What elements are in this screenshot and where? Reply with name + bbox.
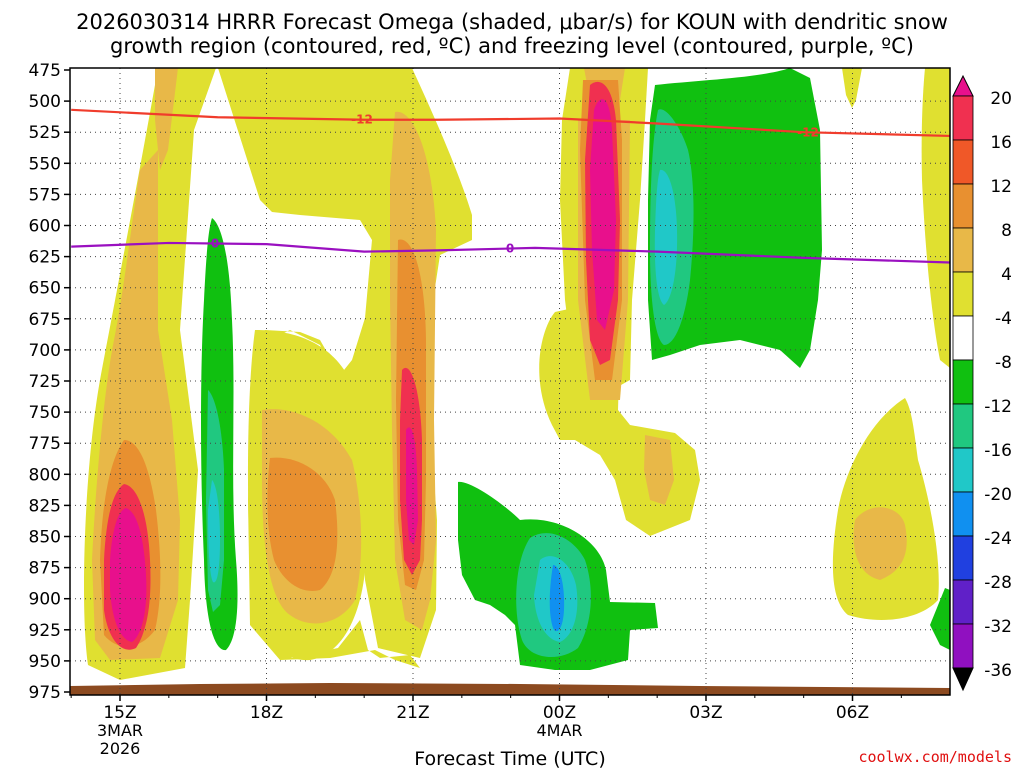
- y-tick-label: 975: [29, 683, 61, 703]
- omega-neg16-neg20-areas: [549, 565, 565, 632]
- y-tick-label: 750: [29, 403, 61, 423]
- chart-title-line1: 2026030314 HRRR Forecast Omega (shaded, …: [76, 10, 948, 34]
- freezing-level-contour: [71, 241, 950, 264]
- colorbar-bin: [952, 623, 974, 669]
- colorbar-label: -12: [984, 397, 1012, 417]
- x-tick-label: 15Z: [103, 703, 136, 723]
- colorbar-bin: [952, 183, 974, 229]
- y-tick-label: 875: [29, 559, 61, 579]
- x-axis-label: Forecast Time (UTC): [414, 748, 605, 768]
- colorbar-bin: [952, 95, 974, 141]
- contour-label: -12: [797, 125, 819, 139]
- temperature-contours: -12 -12 0 0: [71, 108, 950, 264]
- colorbar-label: -16: [984, 441, 1012, 461]
- y-tick-label: 950: [29, 652, 61, 672]
- y-tick-label: 600: [29, 217, 61, 237]
- colorbar-bin: [952, 271, 974, 317]
- x-tick-label: 21Z: [396, 703, 429, 723]
- x-tick-date: 3MAR: [97, 721, 143, 740]
- chart-title-line2: growth region (contoured, red, ºC) and f…: [110, 34, 914, 58]
- colorbar-bin: [952, 491, 974, 537]
- colorbar-label: 16: [990, 133, 1012, 153]
- y-axis: 475 500 525 550 575 600 625 650 675 700 725 750 775 8…: [29, 61, 70, 703]
- dendritic-growth-contour: [71, 108, 950, 138]
- colorbar-bin: [952, 359, 974, 405]
- y-tick-label: 625: [29, 248, 61, 268]
- y-tick-label: 575: [29, 185, 61, 205]
- colorbar-label: -8: [995, 353, 1012, 373]
- contour-label: -12: [351, 113, 373, 127]
- contour-label: 0: [506, 242, 514, 256]
- y-tick-label: 525: [29, 123, 61, 143]
- y-tick-label: 800: [29, 465, 61, 485]
- colorbar-bin: [952, 447, 974, 493]
- contour-label: 0: [211, 237, 219, 251]
- colorbar-bin: [952, 535, 974, 581]
- colorbar-label: -28: [984, 573, 1012, 593]
- y-tick-label: 500: [29, 92, 61, 112]
- colorbar-bottom-arrow: [952, 667, 974, 692]
- x-tick-year: 2026: [100, 739, 141, 758]
- y-tick-label: 700: [29, 341, 61, 361]
- y-tick-label: 925: [29, 621, 61, 641]
- colorbar-top-arrow: [952, 74, 974, 97]
- x-tick-label: 06Z: [836, 703, 869, 723]
- colorbar-label: -20: [984, 485, 1012, 505]
- y-tick-label: 650: [29, 279, 61, 299]
- omega-shading: [70, 68, 950, 695]
- gridlines: [70, 68, 950, 695]
- y-tick-label: 725: [29, 372, 61, 392]
- x-tick-date: 4MAR: [536, 721, 582, 740]
- y-tick-label: 825: [29, 496, 61, 516]
- colorbar: 20 16 12 8 4 -4 -8 -12 -16 -20 -24 -28 -32 -36: [952, 74, 1012, 692]
- colorbar-label: -36: [984, 661, 1012, 681]
- y-tick-label: 675: [29, 310, 61, 330]
- y-tick-label: 850: [29, 528, 61, 548]
- colorbar-bin: [952, 227, 974, 273]
- colorbar-label: -4: [995, 309, 1012, 329]
- surface-ground: [70, 683, 950, 695]
- y-tick-label: 550: [29, 154, 61, 174]
- colorbar-label: 12: [990, 177, 1012, 197]
- x-tick-label: 18Z: [250, 703, 283, 723]
- colorbar-label: -24: [984, 529, 1012, 549]
- colorbar-bin: [952, 579, 974, 625]
- colorbar-bin: [952, 315, 974, 361]
- x-tick-label: 00Z: [543, 703, 576, 723]
- x-tick-label: 03Z: [689, 703, 722, 723]
- omega-neg12-neg16-areas: [208, 169, 678, 642]
- colorbar-label: -32: [984, 617, 1012, 637]
- colorbar-bin: [952, 403, 974, 449]
- credit-text: coolwx.com/models: [858, 748, 1012, 766]
- y-tick-label: 775: [29, 434, 61, 454]
- colorbar-label: 20: [990, 89, 1012, 109]
- colorbar-label: 4: [1001, 265, 1012, 285]
- y-tick-label: 900: [29, 590, 61, 610]
- y-tick-label: 475: [29, 61, 61, 81]
- omega-over-20-areas: [110, 99, 616, 642]
- colorbar-bin: [952, 139, 974, 185]
- colorbar-label: 8: [1001, 221, 1012, 241]
